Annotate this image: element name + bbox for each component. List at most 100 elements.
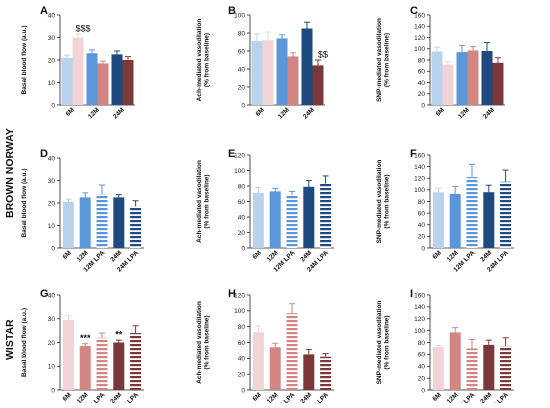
y-tick-label: 140 [414, 164, 425, 171]
x-tick-label: 24M [299, 249, 313, 263]
significance-label: $$ [318, 50, 328, 60]
x-tick-label: 24M [112, 106, 126, 120]
y-tick-label: 120 [414, 316, 425, 323]
y-tick-label: 0 [51, 245, 55, 252]
x-tick-label: 12M [76, 391, 90, 403]
y-tick-label: 30 [48, 178, 56, 185]
y-tick-label: 80 [418, 57, 426, 64]
bar-g-0 [62, 319, 74, 390]
y-tick-label: 20 [48, 340, 56, 347]
bar-a-3 [97, 63, 109, 105]
y-tick-label: 0 [51, 387, 55, 394]
x-tick-label: 6M [255, 106, 266, 117]
panel-letter: H [228, 288, 236, 300]
x-tick-label: 12M [446, 391, 460, 403]
panel-letter: E [228, 148, 235, 160]
y-tick-label: 0 [241, 245, 245, 252]
y-axis-label: Ach-mediated vasodilation(% from baselin… [196, 160, 211, 243]
x-tick-label: 6M [435, 106, 446, 117]
bar-b-4 [301, 28, 313, 105]
bar-b-5 [312, 65, 324, 105]
x-tick-label: 12M [457, 106, 471, 120]
bar-d-0 [62, 201, 74, 248]
y-tick-label: 30 [48, 35, 56, 42]
x-tick-label: 6M [431, 391, 442, 402]
bar-a-4 [111, 54, 123, 105]
x-tick-label: 24M [479, 391, 493, 403]
x-tick-label: 12M [266, 249, 280, 263]
bar-a-2 [86, 53, 98, 105]
bar-f-3 [483, 192, 495, 248]
significance-label: $$$ [75, 24, 90, 34]
y-tick-label: 80 [238, 183, 246, 190]
bar-b-3 [287, 56, 299, 105]
x-tick-label: 24M [299, 391, 313, 403]
bar-i-4 [500, 346, 512, 390]
row-label-wistar: WISTAR [4, 319, 16, 360]
y-tick-label: 100 [234, 308, 245, 315]
y-tick-label: 80 [418, 199, 426, 206]
y-tick-label: 80 [418, 340, 426, 347]
bar-i-3 [483, 344, 495, 390]
row-label-brown-norway: BROWN NORWAY [4, 128, 16, 218]
bar-f-2 [466, 177, 478, 248]
bar-h-4 [320, 356, 332, 390]
bar-c-0 [431, 51, 443, 105]
bar-c-1 [442, 64, 454, 105]
y-tick-label: 60 [418, 210, 426, 217]
bar-g-4 [130, 333, 142, 390]
y-tick-label: 0 [421, 102, 425, 109]
y-tick-label: 120 [414, 35, 425, 42]
y-tick-label: 20 [238, 84, 246, 91]
panel-f: F 0 20 40 60 80 100 120 140 160 SNP-mediated vasod… [376, 148, 514, 273]
bar-i-1 [449, 332, 461, 390]
y-tick-label: 20 [48, 57, 56, 64]
panel-letter: I [410, 288, 413, 300]
y-tick-label: 40 [238, 66, 246, 73]
y-tick-label: 20 [48, 200, 56, 207]
y-tick-label: 40 [418, 222, 426, 229]
y-tick-label: 100 [414, 46, 425, 53]
y-tick-label: 60 [418, 352, 426, 359]
bar-f-0 [432, 192, 444, 248]
bar-g-3 [113, 342, 125, 390]
bar-f-4 [500, 181, 512, 248]
bar-e-2 [286, 195, 298, 248]
y-tick-label: 160 [414, 292, 425, 299]
panel-e: E 0 20 40 60 80 100 120 Ach-mediated vasodilatio… [196, 148, 334, 273]
bar-d-3 [113, 197, 125, 248]
y-tick-label: 40 [238, 356, 246, 363]
y-tick-label: 160 [414, 152, 425, 159]
y-tick-label: 20 [418, 91, 426, 98]
x-tick-label: 12M [266, 391, 280, 403]
bar-h-3 [303, 354, 315, 390]
x-tick-label: 12M [277, 106, 291, 120]
bar-h-2 [286, 313, 298, 390]
y-tick-label: 60 [238, 48, 246, 55]
bar-g-2 [96, 337, 108, 390]
y-tick-label: 10 [48, 223, 56, 230]
bar-h-0 [252, 332, 264, 390]
panel-b: B 0 20 40 60 80 100 Ach-mediated vasodilation(%… [196, 5, 328, 120]
y-tick-label: 100 [414, 187, 425, 194]
y-tick-label: 0 [241, 387, 245, 394]
y-tick-label: 40 [238, 214, 246, 221]
y-axis-label: Ach-mediated vasodilation(% from baselin… [196, 19, 211, 102]
y-tick-label: 0 [51, 102, 55, 109]
y-tick-label: 20 [418, 234, 426, 241]
y-tick-label: 10 [48, 364, 56, 371]
y-axis-label: Basal blood flow (a.u.) [21, 308, 28, 377]
y-tick-label: 30 [48, 316, 56, 323]
bar-b-1 [262, 40, 274, 106]
y-tick-label: 0 [421, 245, 425, 252]
bar-b-2 [276, 38, 288, 105]
x-tick-label: 6M [61, 249, 72, 260]
y-axis-label: Ach-mediated vasodilation(% from baselin… [196, 301, 211, 384]
bar-f-1 [449, 193, 461, 248]
bar-d-2 [96, 194, 108, 248]
y-tick-label: 10 [48, 80, 56, 87]
panel-letter: D [40, 148, 48, 160]
panel-h: H 0 20 40 60 80 100 120 Ach-mediated vasodilatio… [196, 288, 334, 408]
y-axis-label: Basal blood flow (a.u.) [21, 26, 28, 95]
